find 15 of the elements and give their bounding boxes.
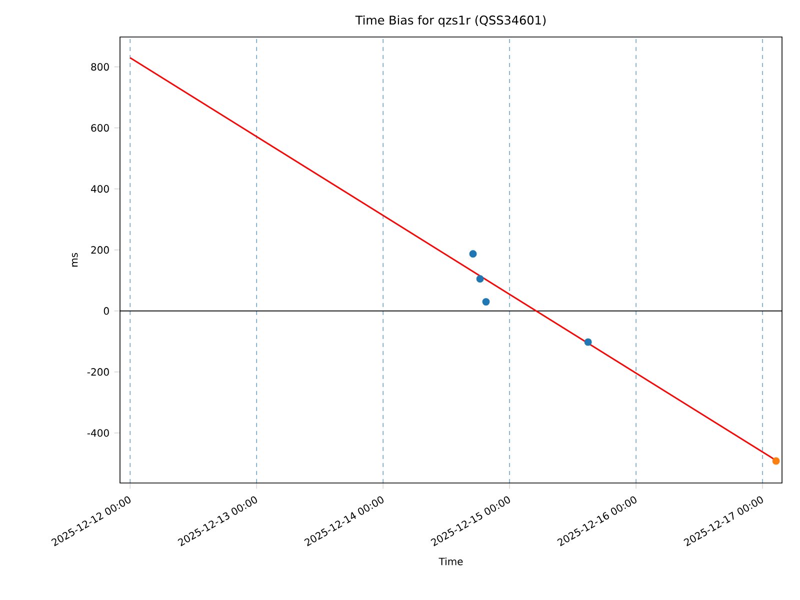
chart-title: Time Bias for qzs1r (QSS34601): [355, 15, 546, 27]
point: [584, 338, 592, 346]
x-axis-title: Time: [438, 558, 463, 566]
y-tick-label: -400: [87, 429, 109, 437]
y-tick-label: -200: [87, 368, 109, 376]
point: [482, 298, 490, 306]
y-axis-title: ms: [72, 253, 78, 267]
y-tick-label: 800: [91, 63, 109, 71]
y-tick-label: 0: [104, 307, 109, 315]
y-tick-label: 400: [90, 185, 109, 193]
y-tick-label: 200: [91, 246, 109, 254]
point: [469, 250, 477, 258]
point: [772, 457, 780, 465]
point: [476, 275, 484, 283]
y-tick-label: 600: [91, 124, 109, 132]
